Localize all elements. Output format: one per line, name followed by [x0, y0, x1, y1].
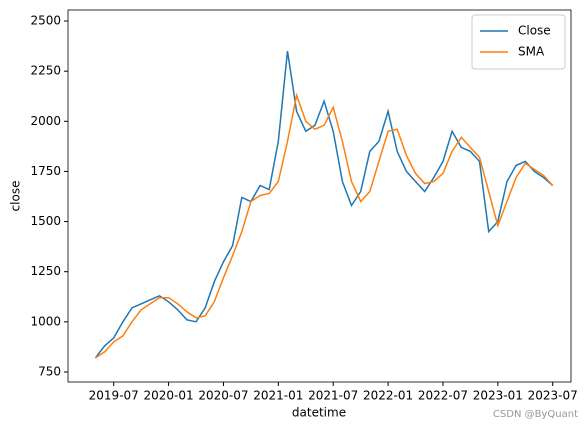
series-line [94, 50, 554, 359]
y-tick-label: 750 [38, 364, 61, 378]
y-tick-label: 1000 [30, 314, 61, 328]
x-tick-label: 2021-07 [308, 389, 358, 403]
watermark: CSDN @ByQuant [493, 409, 578, 420]
x-axis-label: datetime [292, 406, 346, 420]
legend-box [471, 14, 566, 70]
x-tick-label: 2020-01 [144, 389, 194, 403]
y-tick-label: 2250 [30, 64, 61, 78]
x-tick-label: 2022-07 [418, 389, 468, 403]
y-tick-label: 1750 [30, 164, 61, 178]
legend-label: SMA [518, 45, 545, 59]
y-tick-label: 1250 [30, 264, 61, 278]
x-tick-label: 2019-07 [89, 389, 139, 403]
legend-label: Close [518, 24, 551, 38]
x-tick-label: 2023-01 [473, 389, 523, 403]
y-tick-label: 2500 [30, 14, 61, 28]
series-line [94, 92, 554, 359]
x-tick-label: 2022-01 [363, 389, 413, 403]
x-tick-label: 2020-07 [198, 389, 248, 403]
y-tick-label: 2000 [30, 114, 61, 128]
x-tick-label: 2023-07 [528, 389, 578, 403]
y-axis-label: close [9, 181, 23, 212]
plot-area [67, 9, 572, 383]
x-tick-label: 2021-01 [253, 389, 303, 403]
y-tick-label: 1500 [30, 214, 61, 228]
